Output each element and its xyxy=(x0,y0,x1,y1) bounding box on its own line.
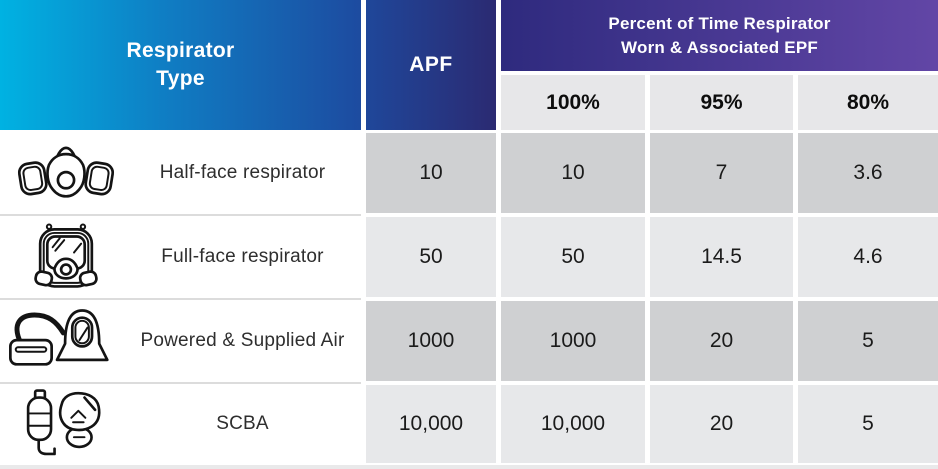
percent-subheader-row: 100% 95% 80% xyxy=(501,75,938,130)
cell-half-face-apf: 10 xyxy=(366,133,496,213)
cell-scba-100: 10,000 xyxy=(501,385,645,463)
cell-half-face-80: 3.6 xyxy=(798,133,938,213)
cell-powered-air-80: 5 xyxy=(798,301,938,381)
apf-header-label: APF xyxy=(409,53,453,76)
cell-half-face-100: 10 xyxy=(501,133,645,213)
bottom-edge-strip xyxy=(0,465,938,469)
cell-full-face-80: 4.6 xyxy=(798,217,938,297)
cell-scba-95: 20 xyxy=(650,385,793,463)
half-face-respirator-icon xyxy=(0,138,132,208)
cell-scba-80: 5 xyxy=(798,385,938,463)
row-divider xyxy=(0,382,361,384)
cell-full-face-95: 14.5 xyxy=(650,217,793,297)
cell-half-face-95: 7 xyxy=(650,133,793,213)
subheader-100-percent: 100% xyxy=(501,75,645,130)
subheader-95-percent: 95% xyxy=(650,75,793,130)
row-divider xyxy=(0,298,361,300)
scba-icon xyxy=(0,387,132,461)
row-label-half-face: Half-face respirator xyxy=(159,162,326,183)
percent-time-header: Percent of Time Respirator Worn & Associ… xyxy=(501,0,938,71)
percent-time-header-line1: Percent of Time Respirator xyxy=(608,13,831,33)
respirator-type-header-line1: Respirator xyxy=(126,39,235,63)
column-header-apf: APF xyxy=(366,0,496,130)
cell-full-face-apf: 50 xyxy=(366,217,496,297)
table-row-powered-air-type: Powered & Supplied Air xyxy=(0,301,361,381)
column-group-percent-time: Percent of Time Respirator Worn & Associ… xyxy=(501,0,938,130)
cell-powered-air-100: 1000 xyxy=(501,301,645,381)
row-label-powered-air: Powered & Supplied Air xyxy=(140,330,345,351)
percent-time-header-line2: Worn & Associated EPF xyxy=(621,37,818,57)
cell-full-face-100: 50 xyxy=(501,217,645,297)
cell-powered-air-95: 20 xyxy=(650,301,793,381)
table-row-full-face-type: Full-face respirator xyxy=(0,217,361,297)
respirator-type-header-line2: Type xyxy=(156,67,205,90)
subheader-80-percent: 80% xyxy=(798,75,938,130)
row-label-scba: SCBA xyxy=(216,413,269,434)
cell-scba-apf: 10,000 xyxy=(366,385,496,463)
cell-powered-air-apf: 1000 xyxy=(366,301,496,381)
table-row-scba-type: SCBA xyxy=(0,385,361,463)
column-header-respirator-type: Respirator Type xyxy=(0,0,361,130)
powered-supplied-air-icon xyxy=(0,306,132,376)
row-divider xyxy=(0,214,361,216)
full-face-respirator-icon xyxy=(0,221,132,293)
row-label-full-face: Full-face respirator xyxy=(161,246,324,267)
table-row-half-face-type: Half-face respirator xyxy=(0,133,361,213)
